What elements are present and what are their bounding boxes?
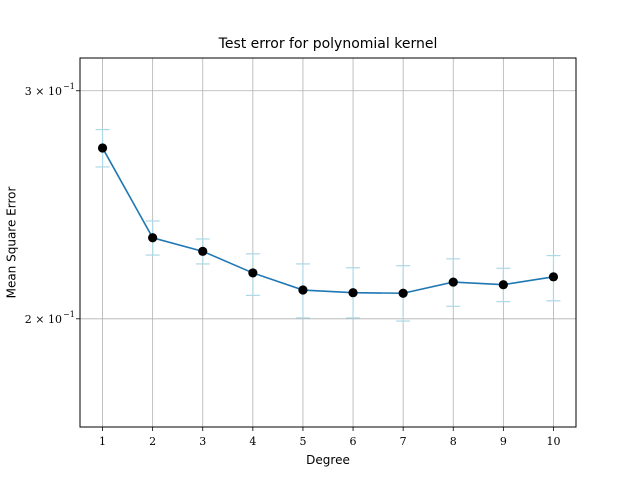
data-point [348,288,358,298]
y-tick-exponent: −1 [63,310,75,319]
x-tick-label: 1 [99,435,106,448]
y-axis-label: Mean Square Error [5,187,19,299]
data-point [198,246,208,256]
data-point [248,268,258,278]
x-tick-label: 5 [299,435,306,448]
x-tick-label: 4 [249,435,256,448]
data-point [448,277,458,287]
x-tick-label: 2 [149,435,156,448]
series-line-layer [101,147,554,295]
data-point [148,233,158,243]
x-tick-label: 8 [450,435,457,448]
grid-layer [80,58,576,427]
data-point [97,143,108,153]
x-tick-label: 10 [546,435,560,448]
x-axis-label: Degree [306,453,350,467]
tick-layer: 1 2 3 4 5 6 7 8 9 102 × 10 −13 × 10 −1 [25,82,561,448]
plot-frame [79,57,577,428]
data-point [498,280,508,290]
data-point [298,285,308,295]
x-tick-label: 6 [350,435,357,448]
data-point [398,288,408,298]
chart-title: Test error for polynomial kernel [218,36,438,52]
x-tick-label: 3 [199,435,206,448]
y-tick-label: 3 × 10 [25,85,62,98]
marker-layer [97,143,559,298]
series-line [101,147,554,295]
y-tick-exponent: −1 [63,82,75,91]
y-tick-label: 2 × 10 [25,313,62,326]
x-tick-label: 7 [400,435,407,448]
data-point [548,272,559,282]
x-tick-label: 9 [500,435,507,448]
